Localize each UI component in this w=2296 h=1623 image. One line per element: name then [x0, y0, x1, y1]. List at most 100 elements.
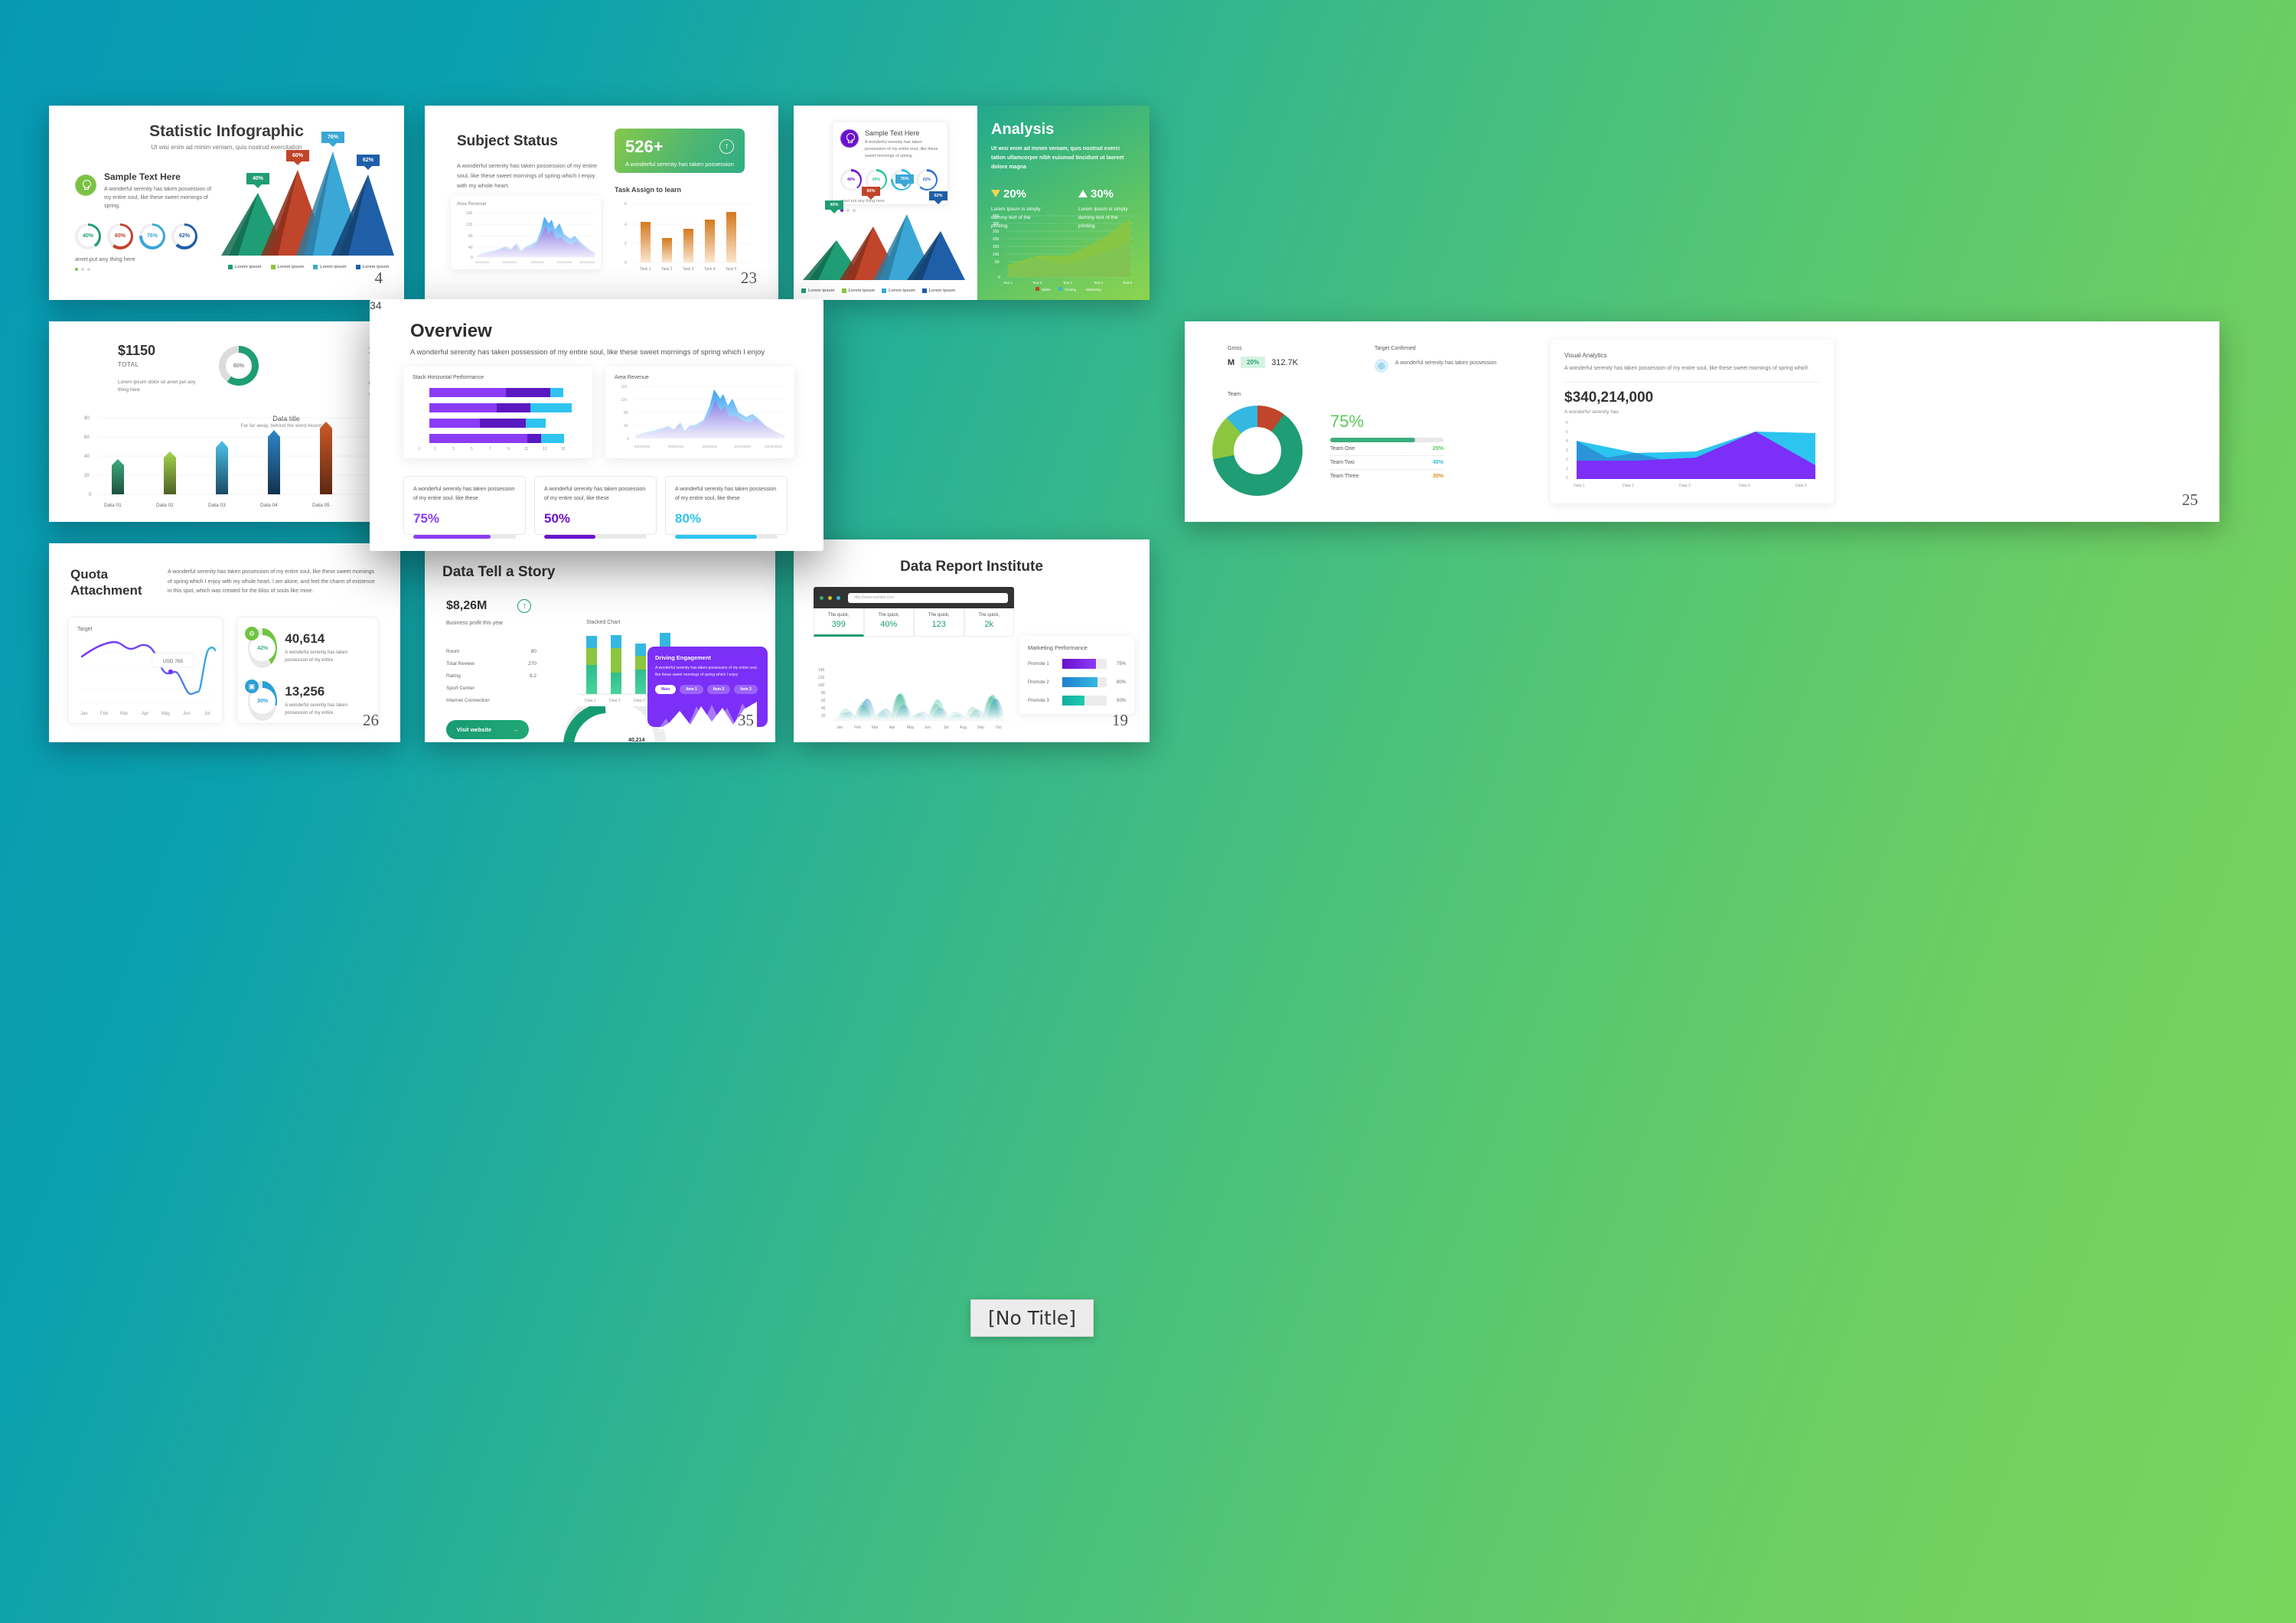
stat-card-green[interactable]: 526+ A wonderful serenity has taken poss… — [615, 129, 745, 173]
x-tick: Data 3 — [1679, 484, 1691, 488]
kpi-donut: 30% ▣ — [245, 680, 278, 721]
pill-item-2[interactable]: Item 2 — [706, 685, 731, 694]
overview-popup-slide[interactable]: Overview A wonderful serenity has taken … — [370, 299, 823, 551]
overview-stat-card[interactable]: A wonderful serenity has taken possessio… — [665, 476, 788, 539]
svg-text:Data 1: Data 1 — [658, 729, 665, 732]
slide3-left-pane: Sample Text Here A wonderful serenity ha… — [794, 106, 977, 300]
gross-prefix: M — [1228, 357, 1235, 367]
team-breakdown: 75% Team One 25% Team Two 45% Team Three 30… — [1330, 412, 1443, 483]
legend-label: Lorem ipsum — [928, 288, 956, 293]
area-revenue-chart: 160 120 80 40 0 9/21/2015 9/28/2015 10/5/2… — [466, 211, 595, 264]
total-a-label: TOTAL — [118, 361, 139, 368]
svg-text:15: 15 — [561, 447, 566, 451]
overview-stat-card[interactable]: A wonderful serenity has taken possessio… — [534, 476, 657, 539]
team-pct-value: 45% — [1432, 460, 1443, 465]
slide1-text-block: Sample Text Here A wonderful serenity ha… — [75, 171, 228, 249]
carousel-dots[interactable] — [840, 209, 940, 213]
metric-tab[interactable]: The quick, 399 — [814, 608, 864, 637]
area-revenue-panel: Area Revenue 160 120 80 40 0 9/21/2015 9/2 — [605, 367, 794, 458]
metric-tabs[interactable]: The quick, 399 The quick, 40% The quick, 12… — [814, 608, 1014, 637]
svg-text:Data 6: Data 6 — [716, 729, 722, 732]
overview-title: Overview — [410, 321, 492, 341]
perf-track — [1062, 659, 1107, 669]
ring-gauge-label: 60% — [867, 171, 885, 189]
svg-text:4: 4 — [1566, 439, 1568, 444]
ring-gauge: 76% — [139, 223, 165, 249]
driving-engagement-card[interactable]: Driving Engagement A wonderful serenity … — [647, 647, 768, 732]
x-tick: Data 1 — [585, 699, 596, 703]
slide1-title: Statistic Infographic — [149, 122, 304, 140]
purple-card-title: Driving Engagement — [655, 654, 711, 661]
svg-text:160: 160 — [466, 211, 473, 216]
kpi-block: 30% ▣ 13,256 A wonderful serenity has ta… — [245, 680, 367, 721]
overview-stat-card[interactable]: A wonderful serenity has taken possessio… — [403, 476, 526, 539]
slide-statistic-infographic[interactable]: Statistic Infographic Ut wisi enim ad mi… — [49, 106, 404, 300]
metric-tab[interactable]: The quick, 123 — [914, 608, 964, 637]
value-flag-label: 62% — [934, 194, 943, 198]
slide6-title: Quota Attachment — [70, 566, 142, 599]
svg-text:100: 100 — [993, 253, 1000, 257]
donut-label: 60% — [226, 353, 252, 379]
ring-gauge-label: 40% — [842, 171, 860, 189]
pill-item-3[interactable]: Item 3 — [734, 685, 758, 694]
browser-dot-yellow — [828, 595, 832, 600]
svg-text:200: 200 — [993, 237, 1000, 242]
value-flag-label: 40% — [252, 176, 263, 181]
perf-row: Promote 2 80% — [1028, 677, 1126, 687]
legend-item: Lorem ipsum — [313, 265, 347, 269]
x-tick: Data 2 — [1623, 484, 1634, 488]
slide-data-report-institute[interactable]: Data Report Institute http://www.website… — [794, 539, 1150, 742]
x-tick: Apr — [889, 725, 895, 730]
slide-subject-status[interactable]: Subject Status A wonderful serenity has … — [425, 106, 778, 300]
metric-tab[interactable]: The quick, 2k — [964, 608, 1014, 637]
perf-row: Promote 3 50% — [1028, 696, 1126, 706]
perf-pct: 80% — [1116, 680, 1126, 685]
kpi-desc: Lorem Ipsum is simply dummy text of the … — [1078, 206, 1128, 229]
slide-analysis[interactable]: Sample Text Here A wonderful serenity ha… — [794, 106, 1150, 300]
slide1-sample-heading: Sample Text Here — [104, 171, 181, 182]
overview-card-pct: 75% — [413, 510, 440, 526]
x-tick: Sep — [977, 725, 984, 730]
ring-gauge: 40% — [840, 169, 862, 191]
lightbulb-icon — [75, 174, 96, 196]
target-icon: ◎ — [1375, 359, 1388, 373]
legend-item: Lorem ipsum — [841, 288, 875, 293]
slide-data-tell-a-story[interactable]: Data Tell a Story $8,26M ↑ Business prof… — [425, 539, 775, 742]
svg-text:60: 60 — [84, 435, 90, 440]
metric-tab[interactable]: The quick, 40% — [863, 608, 914, 637]
ring-gauge: 62% — [916, 169, 938, 191]
value-flag: 60% — [862, 187, 880, 196]
slide1-subtitle: Ut wisi enim ad minim veniam, quis nostr… — [151, 144, 302, 151]
kpi-desc: A wonderful serenity has taken possessio… — [285, 650, 347, 663]
ring-gauge-label: 60% — [109, 226, 131, 247]
visit-website-button[interactable]: Visit website → — [446, 720, 529, 739]
kpi-donut: 42% ⚙ — [245, 627, 278, 668]
browser-url-field[interactable]: http://www.website.com — [848, 592, 1008, 603]
visual-note: A wonderful serenity has — [1564, 409, 1619, 415]
target-line-chart: USD 765 Jan Feb Mar Apr May Jun Jul — [80, 640, 217, 716]
carousel-dots[interactable] — [75, 268, 135, 271]
pill-main[interactable]: Main — [655, 685, 677, 694]
pill-item-1[interactable]: Item 1 — [680, 685, 703, 694]
svg-text:250: 250 — [993, 230, 1000, 234]
kpi-panel: 42% ⚙ 40,614 A wonderful serenity has ta… — [236, 617, 379, 724]
x-tick: Text 5 — [1123, 281, 1133, 285]
pill-row[interactable]: Main Item 1 Item 2 Item 3 — [655, 685, 760, 694]
team-name: Team Three — [1330, 474, 1359, 479]
slide7-title: Data Tell a Story — [442, 564, 556, 580]
x-tick: 10/19/2015 — [579, 260, 595, 264]
x-tick: 9/21/2015 — [475, 260, 490, 264]
overview-card-text: A wonderful serenity has taken possessio… — [413, 487, 515, 502]
kv-label: Rating — [446, 673, 461, 679]
perf-name: Promote 2 — [1028, 680, 1049, 685]
value-flag: 76% — [321, 132, 344, 143]
slide-team-and-analytics[interactable]: Gross M 20% 312.7K Target Confirmed ◎ A … — [1185, 321, 2219, 522]
overview-card-text: A wonderful serenity has taken possessio… — [544, 487, 646, 502]
x-tick: Text 2 — [1032, 281, 1042, 285]
slide3-body: Ut wisi enim ad minim veniam, quis nostr… — [991, 146, 1124, 170]
slide3-card-body: A wonderful serenity has taken possessio… — [865, 140, 938, 158]
marketing-performance-panel: Marketing Performance Promote 1 75% Prom… — [1019, 636, 1134, 714]
team-progress-track — [1330, 438, 1443, 442]
slide-quota-attachment[interactable]: Quota Attachment A wonderful serenity ha… — [49, 543, 400, 742]
svg-text:3: 3 — [452, 447, 455, 451]
